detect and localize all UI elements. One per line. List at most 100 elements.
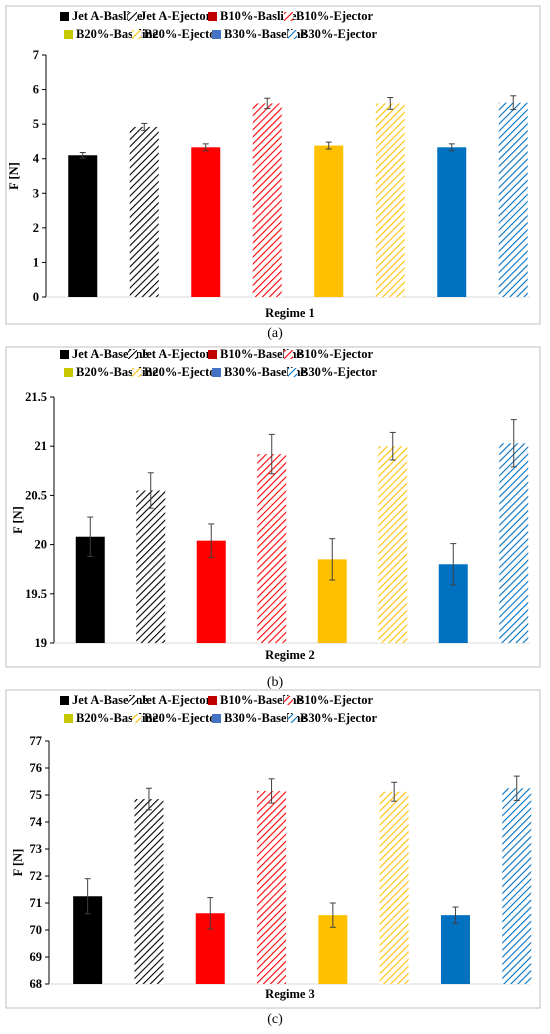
legend-swatch (64, 714, 73, 723)
bar (440, 915, 470, 984)
legend-label: B10%-Baseline (220, 693, 302, 707)
legend-label: B30%-Ejector (300, 27, 378, 41)
y-tick-label: 2 (33, 221, 39, 235)
legend-label: B10%-Baseline (220, 347, 302, 361)
y-tick-label: 21 (35, 439, 48, 453)
legend-swatch (208, 696, 217, 705)
y-tick-label: 75 (30, 788, 43, 802)
chart-panel-b: Jet A-Baseline Jet A-Ejector B10%-Baseline… (0, 345, 550, 690)
y-tick-label: 77 (30, 734, 43, 748)
error-bar (87, 516, 94, 557)
legend-label: Jet A-Ejector (140, 347, 212, 361)
error-bar (207, 897, 214, 930)
error-bar (147, 472, 154, 509)
chart-frame (5, 346, 541, 668)
legend-label: B10%-Ejector (296, 693, 374, 707)
y-tick-label: 68 (30, 977, 43, 991)
error-bar (208, 523, 215, 558)
error-bar (268, 778, 275, 804)
y-tick-label: 0 (33, 290, 39, 304)
x-axis-label: Regime 1 (265, 306, 315, 320)
legend-swatch (132, 368, 141, 377)
legend-swatch (60, 12, 69, 21)
y-tick-label: 7 (33, 48, 39, 62)
legend-swatch (132, 30, 141, 39)
legend-swatch (212, 30, 221, 39)
bar (129, 126, 159, 297)
chart-panel-c: Jet A-Baseline Jet A-Ejector B10%-Baseline… (0, 688, 550, 1034)
caption-b: (b) (266, 675, 284, 690)
bar (378, 446, 408, 643)
error-bar (264, 97, 271, 110)
legend-swatch (288, 30, 297, 39)
legend-label: Jet A-Basline (72, 9, 143, 23)
caption-a: (a) (267, 326, 283, 341)
legend-swatch (212, 714, 221, 723)
legend-label: B10%-Basline (220, 9, 297, 23)
legend-label: Jet A-Baseline (72, 693, 148, 707)
error-bar (510, 419, 517, 468)
bar (375, 103, 405, 298)
caption-c: (c) (267, 1012, 283, 1027)
chart-frame (5, 5, 541, 325)
legend-swatch (64, 368, 73, 377)
error-bar (79, 151, 86, 159)
bar (314, 145, 344, 297)
legend-label: B20%-Ejector (144, 711, 222, 725)
bar (68, 155, 98, 297)
error-bar (329, 538, 336, 581)
legend-label: B30%-Ejector (300, 711, 378, 725)
y-tick-label: 6 (33, 83, 39, 97)
error-bar (202, 143, 209, 152)
error-bar (325, 141, 332, 150)
y-axis-label: F [N] (11, 849, 25, 877)
legend-swatch (128, 12, 137, 21)
bar (379, 791, 409, 984)
chart-panel-a: Jet A-Basline Jet A-Ejector B10%-Basline B1… (0, 0, 550, 345)
bar (136, 490, 166, 643)
legend-label: B30%-Baseline (224, 711, 306, 725)
y-tick-label: 5 (33, 117, 39, 131)
bar (252, 103, 282, 298)
bar (499, 443, 529, 643)
bar (191, 147, 221, 297)
error-bar (389, 431, 396, 461)
legend-swatch (288, 368, 297, 377)
error-bar (450, 543, 457, 586)
y-tick-label: 76 (30, 761, 43, 775)
error-bar (510, 95, 517, 111)
legend-swatch (284, 350, 293, 359)
legend-swatch (60, 696, 69, 705)
bar (257, 454, 287, 643)
legend-label: B10%-Ejector (296, 347, 374, 361)
y-tick-label: 71 (30, 896, 43, 910)
y-tick-label: 73 (30, 842, 43, 856)
error-bar (141, 122, 148, 131)
y-tick-label: 20.5 (25, 488, 47, 502)
error-bar (391, 781, 398, 802)
legend-label: B20%-Ejector (144, 365, 222, 379)
legend-swatch (132, 714, 141, 723)
error-bar (513, 775, 520, 801)
bar (498, 102, 528, 297)
legend-label: B30%-Baseline (224, 365, 306, 379)
legend-swatch (64, 30, 73, 39)
legend-label: Jet A-Baseline (72, 347, 148, 361)
legend-label: B30%-Baseline (224, 27, 306, 41)
legend-label: B30%-Ejector (300, 365, 378, 379)
x-axis-label: Regime 3 (265, 987, 315, 1001)
bar (502, 788, 532, 984)
y-axis-label: F [N] (11, 506, 25, 534)
legend-swatch (128, 350, 137, 359)
x-axis-label: Regime 2 (265, 648, 315, 662)
legend-swatch (128, 696, 137, 705)
legend-swatch (284, 696, 293, 705)
error-bar (452, 906, 459, 924)
legend-swatch (212, 368, 221, 377)
y-tick-label: 4 (33, 152, 40, 166)
error-bar (448, 143, 455, 152)
error-bar (84, 878, 91, 915)
error-bar (329, 902, 336, 928)
